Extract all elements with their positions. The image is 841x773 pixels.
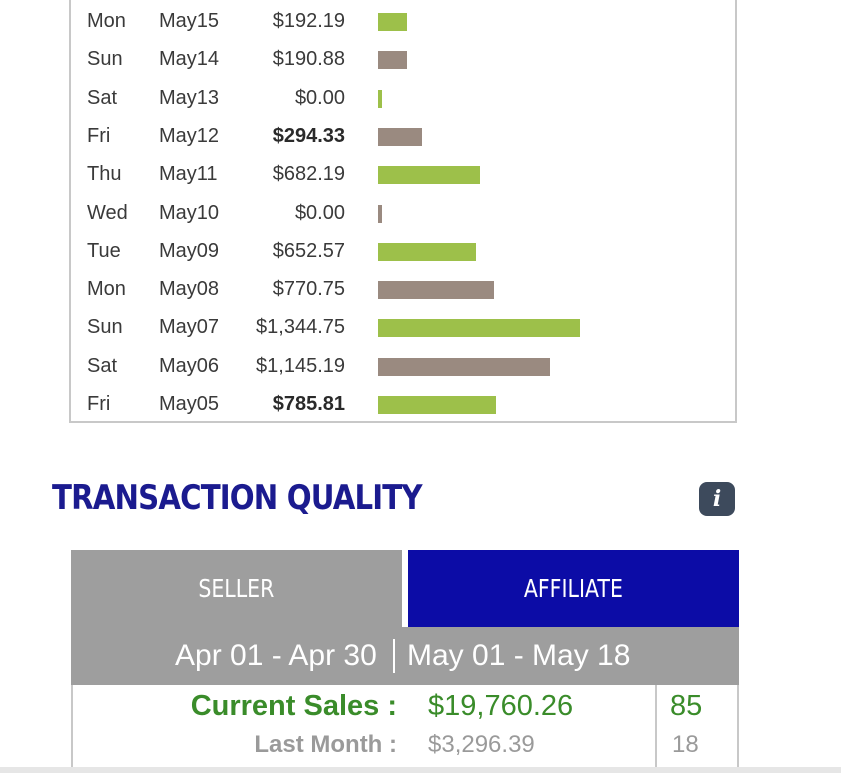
daily-sales-table: Mon May15 $192.19 Sun May14 $190.88 Sat May13 $0… <box>69 0 737 423</box>
current-sales-label: Current Sales : <box>190 690 397 722</box>
amount: $0.00 <box>294 201 345 224</box>
tab-affiliate-label: AFFILIATE <box>523 574 624 603</box>
daily-row: Fri May05 $785.81 <box>71 385 735 423</box>
amount-bar <box>378 357 550 376</box>
day-of-week: Sun <box>87 316 123 339</box>
amount-bar <box>378 127 422 146</box>
amount: $190.88 <box>272 48 345 71</box>
daily-row: Sat May13 $0.00 <box>71 79 735 117</box>
daily-row: Mon May08 $770.75 <box>71 270 735 308</box>
info-icon[interactable]: i <box>699 482 735 516</box>
daily-row: Thu May11 $682.19 <box>71 155 735 193</box>
amount-bar <box>378 281 494 300</box>
day-of-week: Mon <box>87 10 126 32</box>
amount-bar <box>378 396 496 414</box>
date: May06 <box>159 354 220 377</box>
day-of-week: Tue <box>87 239 121 262</box>
amount: $1,344.75 <box>256 316 345 339</box>
date: May07 <box>159 316 220 339</box>
sales-summary: Current Sales : $19,760.26 85 Last Month… <box>71 685 739 773</box>
daily-row: Fri May12 $294.33 <box>71 117 735 155</box>
date: May09 <box>159 239 220 262</box>
date: May14 <box>159 48 220 71</box>
bottom-divider <box>0 767 841 773</box>
day-of-week: Wed <box>87 201 128 224</box>
amount: $652.57 <box>272 239 345 262</box>
day-of-week: Thu <box>87 163 122 186</box>
tab-seller-label: SELLER <box>198 574 275 603</box>
daily-row: Sat May06 $1,145.19 <box>71 347 735 385</box>
current-range: May 01 - May 18 <box>407 639 631 672</box>
day-of-week: Sat <box>87 354 118 377</box>
last-month-label: Last Month : <box>254 731 397 758</box>
amount-bar <box>378 166 480 185</box>
date: May11 <box>159 163 218 186</box>
current-sales-count: 85 <box>670 690 703 722</box>
date-range-header: Apr 01 - Apr 30 May 01 - May 18 <box>71 627 739 685</box>
day-of-week: Sun <box>87 48 123 71</box>
previous-range: Apr 01 - Apr 30 <box>175 639 377 672</box>
range-divider <box>393 639 395 673</box>
last-month-count: 18 <box>672 731 699 758</box>
daily-row: Sun May14 $190.88 <box>71 40 735 78</box>
daily-row: Sun May07 $1,344.75 <box>71 308 735 346</box>
amount: $770.75 <box>272 278 345 301</box>
day-of-week: Fri <box>87 124 111 147</box>
date: May10 <box>159 201 220 224</box>
tab-affiliate[interactable]: AFFILIATE <box>408 550 739 627</box>
amount-bar <box>378 13 407 31</box>
day-of-week: Fri <box>87 393 111 415</box>
daily-row: Tue May09 $652.57 <box>71 232 735 270</box>
amount-bar <box>378 242 476 261</box>
amount: $682.19 <box>272 163 345 186</box>
count-divider <box>655 685 657 773</box>
date: May13 <box>159 86 220 109</box>
amount: $192.19 <box>272 10 345 32</box>
daily-row: Wed May10 $0.00 <box>71 194 735 232</box>
current-sales-value: $19,760.26 <box>428 690 574 722</box>
amount-bar <box>378 51 407 70</box>
amount: $294.33 <box>272 124 345 147</box>
date: May08 <box>159 278 220 301</box>
transaction-quality-title: TRANSACTION QUALITY <box>52 478 423 518</box>
date: May15 <box>159 10 220 32</box>
daily-row: Mon May15 $192.19 <box>71 2 735 40</box>
amount: $1,145.19 <box>256 354 345 377</box>
tab-seller[interactable]: SELLER <box>71 550 402 627</box>
amount-bar <box>378 319 580 338</box>
day-of-week: Sat <box>87 86 118 109</box>
date: May12 <box>159 124 220 147</box>
day-of-week: Mon <box>87 278 126 301</box>
amount-bar <box>378 204 382 223</box>
last-month-value: $3,296.39 <box>428 731 535 758</box>
amount: $785.81 <box>272 393 345 415</box>
date: May05 <box>159 393 220 415</box>
amount: $0.00 <box>294 86 345 109</box>
amount-bar <box>378 89 382 108</box>
